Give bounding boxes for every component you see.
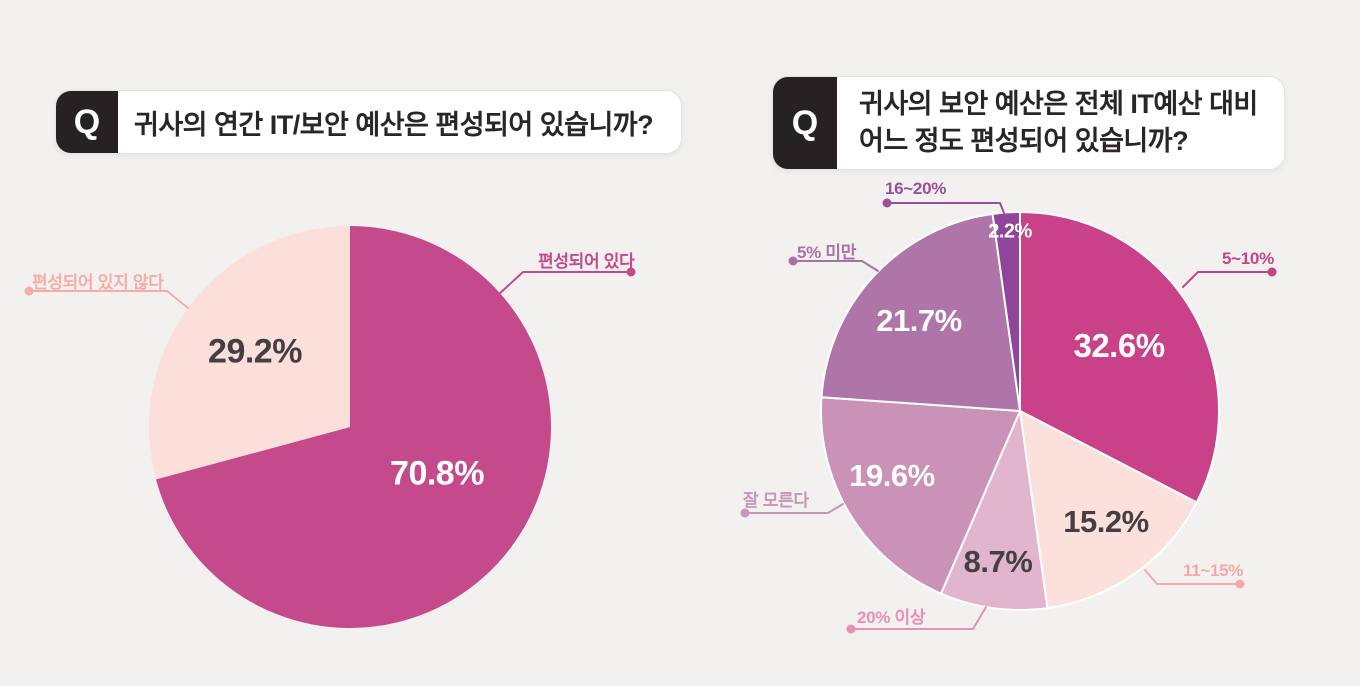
question-box-right: Q 귀사의 보안 예산은 전체 IT예산 대비 어느 정도 편성되어 있습니까? bbox=[772, 76, 1285, 170]
callout-line bbox=[1182, 271, 1273, 288]
callout-dot-icon bbox=[1235, 579, 1245, 589]
pie-slice-1-0 bbox=[1019, 211, 1220, 504]
question-title-left: 귀사의 연간 IT/보안 예산은 편성되어 있습니까? bbox=[118, 91, 681, 153]
pie-security-budget-share-of-it bbox=[740, 198, 1277, 634]
pie-slice-1-1 bbox=[1019, 410, 1198, 610]
callout-dot-icon bbox=[882, 198, 892, 208]
callout-dot-icon bbox=[846, 624, 856, 634]
pie-slice-0-1 bbox=[149, 226, 350, 480]
question-line: 어느 정도 편성되어 있습니까? bbox=[859, 126, 1189, 156]
callout-line bbox=[744, 503, 844, 514]
pie-slice-1-5 bbox=[991, 211, 1021, 412]
callout-line bbox=[792, 260, 879, 272]
callout-dot-icon bbox=[788, 256, 798, 266]
question-line: 귀사의 연간 IT/보안 예산은 편성되어 있습니까? bbox=[134, 109, 654, 140]
question-title-right: 귀사의 보안 예산은 전체 IT예산 대비 어느 정도 편성되어 있습니까? bbox=[837, 77, 1284, 169]
callout-dot-icon bbox=[740, 508, 750, 518]
pie-annual-it-security-budget bbox=[24, 226, 636, 628]
callout-line bbox=[850, 606, 987, 630]
callout-dot-icon bbox=[626, 267, 636, 277]
question-line: 귀사의 보안 예산은 전체 IT예산 대비 bbox=[859, 89, 1258, 119]
callout-dot-icon bbox=[1267, 267, 1277, 277]
callout-line bbox=[1144, 569, 1241, 585]
callout-line bbox=[28, 290, 189, 309]
question-box-left: Q 귀사의 연간 IT/보안 예산은 편성되어 있습니까? bbox=[55, 90, 683, 154]
pie-slice-1-2 bbox=[939, 410, 1049, 611]
q-badge: Q bbox=[56, 91, 118, 153]
pie-slice-0-0 bbox=[155, 226, 552, 628]
callout-line bbox=[497, 271, 632, 296]
pie-slice-1-4 bbox=[820, 212, 1021, 412]
pie-slice-1-3 bbox=[820, 396, 1021, 595]
callout-line bbox=[886, 202, 1005, 214]
q-badge: Q bbox=[773, 77, 837, 169]
callout-dot-icon bbox=[24, 286, 34, 296]
